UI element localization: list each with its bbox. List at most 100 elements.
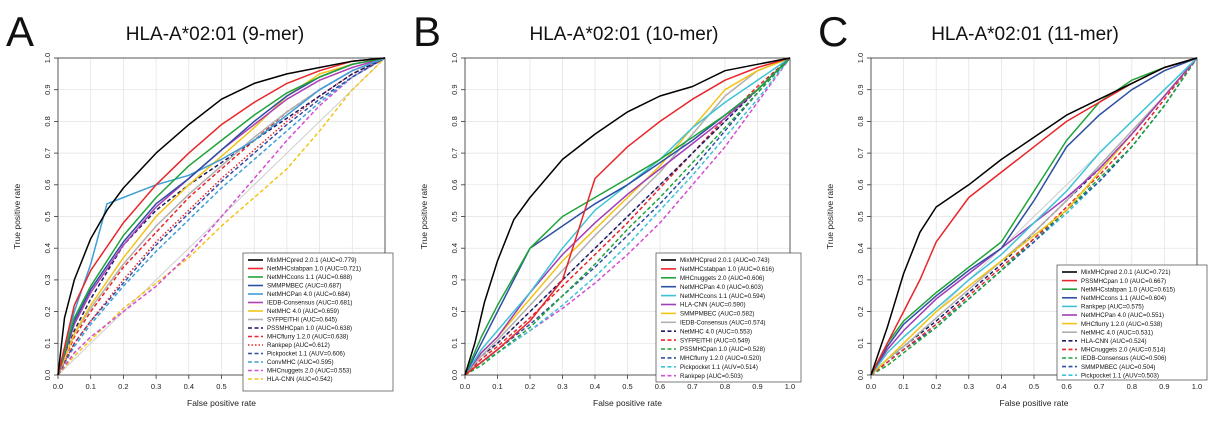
- legend-entry: SMMPMBEC (AUC=0.504): [1081, 364, 1155, 371]
- series-line: [870, 57, 1198, 376]
- legend-entry: SYFPEITHI (AUC=0.645): [267, 317, 337, 324]
- legend-entry: SMMPMBEC (AUC=0.687): [267, 283, 341, 290]
- series-line: [464, 57, 791, 376]
- legend-entry: NetMHC 4.0 (AUC=0.553): [680, 328, 752, 335]
- series-line: [57, 57, 386, 376]
- y-tick-label: 0.0: [43, 370, 52, 380]
- legend-entry: Rankpep (AUC=0.503): [680, 373, 743, 380]
- x-tick-label: 0.8: [720, 382, 730, 391]
- y-tick-label: 0.7: [450, 148, 459, 158]
- legend-box: [655, 252, 802, 383]
- series-line: [57, 57, 386, 376]
- series-line: [870, 57, 1198, 376]
- legend-entry: SMMPMBEC (AUC=0.582): [680, 311, 754, 318]
- y-tick-label: 0.8: [450, 116, 459, 126]
- x-tick-label: 0.9: [752, 382, 762, 391]
- series-line: [870, 57, 1198, 376]
- x-tick-label: 0.2: [931, 382, 941, 391]
- legend-entry: Pickpocket 1.1 (AUV=0.514): [680, 364, 758, 371]
- x-tick-label: 0.8: [1127, 382, 1137, 391]
- x-axis-label: False positive rate: [593, 398, 662, 408]
- y-tick-label: 0.1: [450, 338, 459, 348]
- series-line: [464, 57, 791, 376]
- legend-entry: IEDB-Consensus (AUC=0.574): [680, 320, 765, 327]
- legend-entry: ConvMHC (AUC=0.595): [267, 359, 334, 366]
- x-tick-label: 1.0: [785, 382, 795, 391]
- y-tick-label: 0.4: [856, 243, 865, 253]
- y-tick-label: 1.0: [856, 53, 865, 63]
- y-axis-label: True positive rate: [825, 184, 835, 250]
- legend: MixMHCpred 2.0.1 (AUC=0.743) NetMHCstabpa…: [655, 252, 802, 383]
- legend-entry: HLA-CNN (AUC=0.524): [1081, 338, 1147, 345]
- chart-title: HLA-A*02:01 (11-mer): [931, 24, 1119, 45]
- legend-entry: NetMHCcons 1.1 (AUC=0.604): [1081, 295, 1166, 302]
- y-tick-label: 0.3: [43, 275, 52, 285]
- y-tick-label: 0.5: [856, 211, 865, 221]
- legend-box: [242, 252, 394, 392]
- legend-entry: MixMHCpred 2.0.1 (AUC=0.779): [267, 257, 357, 264]
- x-tick-label: 0.5: [216, 382, 226, 391]
- x-tick-label: 0.4: [184, 382, 194, 391]
- x-tick-label: 0.0: [866, 382, 876, 391]
- series-lines: [57, 57, 386, 376]
- roc-panel-a: A HLA-A*02:01 (9-mer) 0.00.0 0.1 0.1 0.2 0.2 0.…: [6, 8, 394, 408]
- y-tick-label: 0.1: [43, 338, 52, 348]
- x-tick-label: 0.5: [622, 382, 632, 391]
- legend-entry: MHCnuggets 2.0 (AUC=0.514): [1081, 347, 1165, 354]
- series-line: [57, 57, 386, 376]
- series-line: [464, 57, 791, 376]
- legend-entry: HLA-CNN (AUC=0.542): [267, 376, 333, 383]
- panel-letter: C: [818, 8, 848, 55]
- x-tick-label: 0.5: [1029, 382, 1039, 391]
- x-tick-label: 1.0: [1192, 382, 1202, 391]
- legend-entry: Pickpocket 1.1 (AUV=0.503): [1081, 372, 1159, 379]
- series-line: [57, 57, 386, 376]
- x-tick-label: 0.7: [1094, 382, 1104, 391]
- x-tick-label: 0.0: [460, 382, 470, 391]
- y-tick-label: 0.5: [450, 211, 459, 221]
- y-tick-label: 0.3: [450, 275, 459, 285]
- legend-entry: Rankpep (AUC=0.575): [1081, 304, 1144, 311]
- y-tick-label: 0.6: [856, 180, 865, 190]
- y-tick-label: 0.9: [856, 84, 865, 94]
- y-tick-label: 0.6: [43, 180, 52, 190]
- legend-entry: NetMHCPan 4.0 (AUC=0.551): [1081, 312, 1164, 319]
- x-tick-label: 0.0: [53, 382, 63, 391]
- x-tick-label: 0.6: [655, 382, 665, 391]
- y-tick-label: 0.0: [856, 370, 865, 380]
- series-line: [870, 57, 1198, 376]
- legend-entry: SYFPEITHI (AUC=0.549): [680, 337, 750, 344]
- y-tick-label: 0.1: [856, 338, 865, 348]
- y-tick-label: 1.0: [43, 53, 52, 63]
- y-tick-label: 0.4: [43, 243, 52, 253]
- legend-entry: MHCflurry 1.2.0 (AUC=0.538): [1081, 321, 1162, 328]
- y-tick-label: 0.2: [43, 306, 52, 316]
- x-tick-label: 0.7: [687, 382, 697, 391]
- y-tick-label: 1.0: [450, 53, 459, 63]
- series-line: [870, 57, 1198, 376]
- legend-entry: HLA-CNN (AUC=0.590): [680, 302, 746, 309]
- legend-entry: NetMHCstabpan 1.0 (AUC=0.615): [1081, 286, 1175, 293]
- series-lines: [464, 57, 791, 376]
- series-line: [57, 57, 386, 376]
- x-tick-label: 0.6: [1061, 382, 1071, 391]
- legend-entry: NetMHCcons 1.1 (AUC=0.594): [680, 293, 765, 300]
- x-axis-label: False positive rate: [1000, 398, 1069, 408]
- x-tick-label: 0.1: [492, 382, 502, 391]
- legend-entry: NetMHCstabpan 1.0 (AUC=0.721): [267, 266, 361, 273]
- y-tick-label: 0.7: [43, 148, 52, 158]
- legend-entry: PSSMHCpan 1.0 (AUC=0.638): [267, 325, 352, 332]
- legend-entry: MHCflurry 1.2.0 (AUC=0.520): [680, 355, 761, 362]
- legend-entry: MHCflurry 1.2.0 (AUC=0.638): [267, 334, 348, 341]
- legend: MixMHCpred 2.0.1 (AUC=0.721) PSSMHCpan 1.…: [1056, 264, 1208, 381]
- x-tick-label: 0.3: [964, 382, 974, 391]
- legend-entry: IEDB-Consensus (AUC=0.681): [267, 300, 352, 307]
- legend-entry: NetMHCPan 4.0 (AUC=0.684): [267, 291, 350, 298]
- legend-entry: NetMHC 4.0 (AUC=0.531): [1081, 329, 1153, 336]
- roc-panel-c: C HLA-A*02:01 (11-mer) 0.00.0 0.1 0.1 0.2 0.2 0…: [818, 8, 1208, 408]
- legend-entry: MixMHCpred 2.0.1 (AUC=0.743): [680, 257, 770, 264]
- x-tick-label: 0.3: [557, 382, 567, 391]
- legend-entry: MHCnuggets 2.0 (AUC=0.606): [680, 275, 764, 282]
- panel-letter: B: [413, 8, 441, 55]
- legend-entry: PSSMHCpan 1.0 (AUC=0.667): [1081, 278, 1166, 285]
